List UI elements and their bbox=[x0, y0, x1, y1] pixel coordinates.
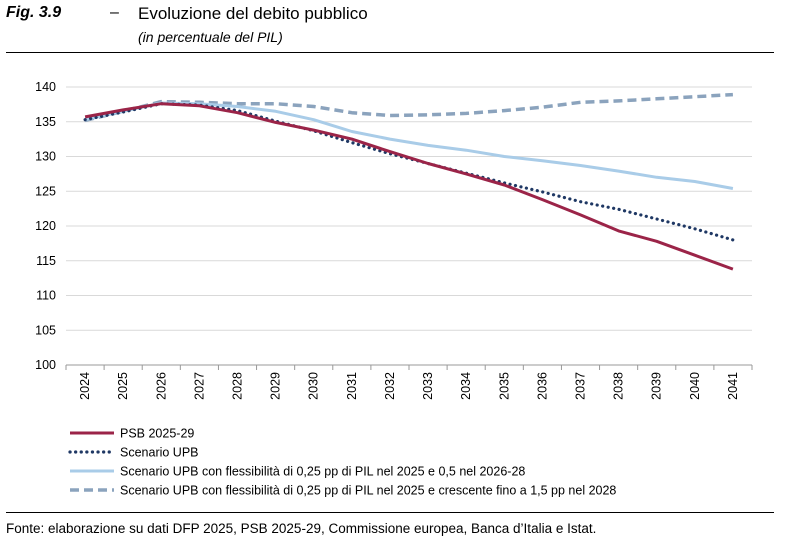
x-tick-label: 2039 bbox=[650, 372, 664, 400]
y-tick-label: 120 bbox=[35, 219, 56, 233]
y-tick-label: 125 bbox=[35, 184, 56, 198]
series-line-3 bbox=[84, 101, 734, 190]
legend-label-4: Scenario UPB con flessibilità di 0,25 pp… bbox=[120, 484, 616, 498]
x-tick-label: 2027 bbox=[192, 372, 206, 400]
x-tick-label: 2026 bbox=[154, 372, 168, 400]
x-tick-label: 2040 bbox=[688, 372, 702, 400]
legend-label-1: PSB 2025-29 bbox=[120, 427, 194, 441]
gridlines bbox=[66, 86, 752, 366]
chart-title: Evoluzione del debito pubblico bbox=[138, 4, 368, 23]
y-tick-label: 135 bbox=[35, 115, 56, 129]
line-chart: 100 105 110 115 120 125 130 135 140 2024 2025 2026… bbox=[35, 80, 753, 498]
title-separator-dash: – bbox=[110, 4, 119, 21]
y-tick-label: 115 bbox=[36, 254, 56, 268]
x-tick-label: 2037 bbox=[574, 372, 588, 400]
x-tick-label: 2035 bbox=[497, 372, 511, 400]
x-tick-label: 2028 bbox=[231, 372, 245, 400]
y-tick-label: 110 bbox=[36, 289, 56, 303]
y-tick-label: 140 bbox=[35, 80, 56, 94]
bottom-rule bbox=[6, 512, 774, 513]
y-tick-label: 130 bbox=[35, 150, 56, 164]
x-tick-label: 2029 bbox=[269, 372, 283, 400]
x-tick-label: 2038 bbox=[612, 372, 626, 400]
y-tick-label: 105 bbox=[35, 323, 56, 337]
x-tick-label: 2025 bbox=[116, 372, 130, 400]
x-tick-label: 2034 bbox=[459, 372, 473, 400]
legend-label-2: Scenario UPB bbox=[120, 446, 199, 460]
x-axis-ticks: 2024 2025 2026 2027 2028 2029 2030 2031 2032 2033… bbox=[65, 365, 753, 400]
x-tick-label: 2031 bbox=[345, 372, 359, 400]
figure-number: Fig. 3.9 bbox=[6, 4, 62, 21]
series-line-4 bbox=[84, 92, 733, 123]
series-line-1 bbox=[84, 102, 734, 271]
x-tick-label: 2036 bbox=[535, 372, 549, 400]
y-axis-ticks: 100 105 110 115 120 125 130 135 140 bbox=[35, 80, 56, 372]
legend-label-3: Scenario UPB con flessibilità di 0,25 pp… bbox=[120, 465, 525, 479]
top-rule bbox=[6, 52, 774, 53]
x-tick-label: 2032 bbox=[383, 372, 397, 400]
source-note: Fonte: elaborazione su dati DFP 2025, PS… bbox=[6, 521, 597, 536]
x-tick-label: 2024 bbox=[78, 372, 92, 400]
chart-subtitle: (in percentuale del PIL) bbox=[138, 29, 283, 45]
y-tick-label: 100 bbox=[35, 358, 56, 372]
series-lines bbox=[83, 92, 735, 271]
series-line-2 bbox=[83, 102, 735, 242]
legend: PSB 2025-29 Scenario UPB Scenario UPB con … bbox=[68, 427, 616, 498]
x-tick-label: 2041 bbox=[726, 372, 740, 400]
x-tick-label: 2030 bbox=[307, 372, 321, 400]
x-tick-label: 2033 bbox=[421, 372, 435, 400]
